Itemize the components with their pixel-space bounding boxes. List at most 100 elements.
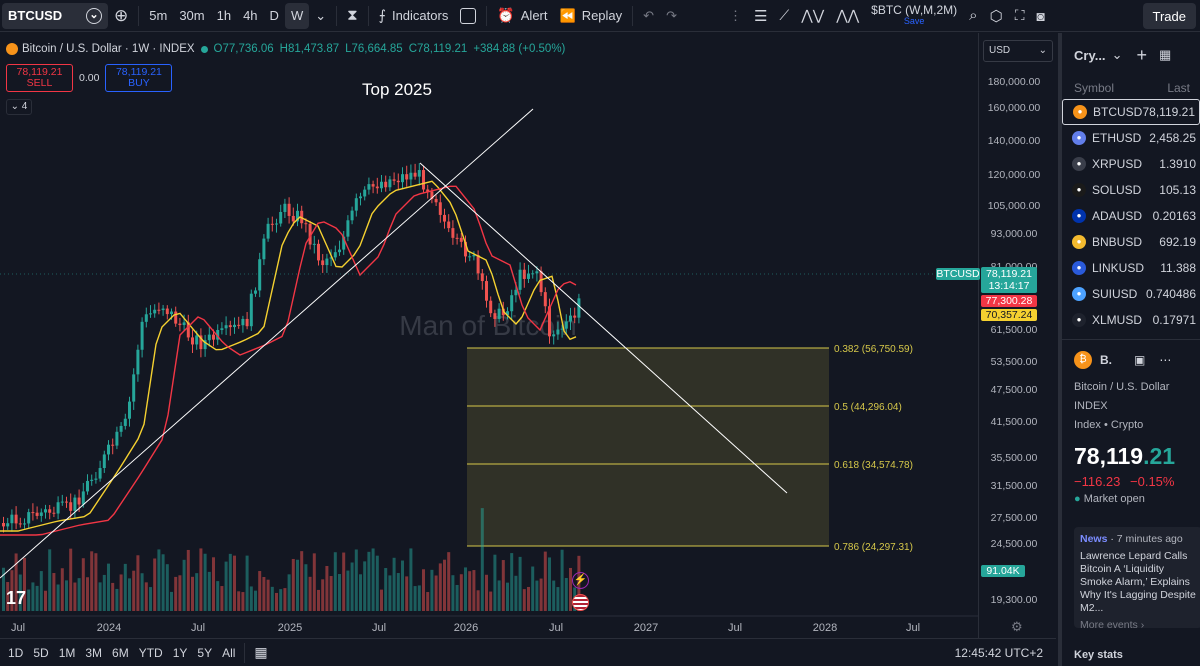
watchlist-row-xlmusd[interactable]: ● XLMUSD 0.17971	[1062, 307, 1200, 333]
candle-body	[233, 324, 236, 328]
range-5d[interactable]: 5D	[33, 645, 49, 660]
drawing-tools-icon[interactable]: ⋮	[728, 7, 742, 23]
details-price-main: 78,119	[1074, 443, 1144, 469]
range-5y[interactable]: 5Y	[197, 645, 213, 660]
timeframe-dropdown-icon[interactable]: ⌄	[315, 7, 327, 23]
indicators-collapse-button[interactable]: ⌄ 4	[6, 99, 32, 115]
volume-bar	[480, 508, 484, 611]
range-ytd[interactable]: YTD	[138, 645, 163, 660]
buy-button[interactable]: 78,119.21 BUY	[105, 64, 173, 92]
trend-icon[interactable]: ⟋	[779, 7, 790, 23]
indicators-button[interactable]: ⨍ Indicators	[373, 0, 455, 32]
price-axis[interactable]	[978, 33, 1056, 638]
more-events-link[interactable]: More events ›	[1080, 619, 1145, 628]
event-flash-icon[interactable]: ⚡	[572, 572, 589, 589]
watchlist-layout-icon[interactable]: ▦	[1158, 47, 1172, 62]
add-symbol-icon[interactable]: ⊕	[114, 5, 129, 25]
timeframe-w[interactable]: W	[284, 2, 310, 29]
trade-button[interactable]: Trade	[1142, 3, 1196, 29]
chevron-down-icon[interactable]: ⌄	[1111, 47, 1123, 62]
coin-icon: ●	[1072, 261, 1086, 275]
camera-icon[interactable]: ◙	[1036, 7, 1045, 24]
tradingview-logo[interactable]: 17	[6, 588, 27, 608]
currency-select[interactable]: USD ⌄	[983, 40, 1053, 62]
range-1y[interactable]: 1Y	[172, 645, 188, 660]
buy-price: 78,119.21	[115, 66, 162, 78]
price-chart[interactable]: 180,000.00 160,000.00 140,000.00 120,000.00…	[0, 33, 1056, 638]
chart-settings-icon[interactable]: ⚙	[1011, 619, 1023, 634]
candle-body	[497, 308, 501, 319]
more-icon[interactable]: ⋯	[1159, 353, 1172, 367]
watchlist-symbol: LINKUSD	[1092, 261, 1145, 275]
details-full-name: Bitcoin / U.S. Dollar	[1074, 381, 1170, 393]
chart-pane[interactable]: 180,000.00 160,000.00 140,000.00 120,000.00…	[0, 33, 1056, 638]
indicators-icon: ⨍	[378, 7, 386, 23]
volume-bar	[128, 578, 131, 611]
volume-bar	[258, 571, 262, 611]
watchlist-row-bnbusd[interactable]: ● BNBUSD 692.19	[1062, 229, 1200, 255]
symbol-search[interactable]: BTCUSD ⌄	[2, 2, 108, 29]
watchlist-row-adausd[interactable]: ● ADAUSD 0.20163	[1062, 203, 1200, 229]
clock[interactable]: 12:45:42 UTC+2	[954, 645, 1043, 660]
volume-bar	[531, 566, 535, 611]
replay-button[interactable]: ⏪ Replay	[554, 0, 629, 32]
volume-bar	[266, 579, 270, 611]
volume-bar	[165, 564, 169, 611]
price-axis-label: 24,500.00	[991, 538, 1038, 550]
watchlist-row-suiusd[interactable]: ● SUIUSD 0.740486	[1062, 281, 1200, 307]
candle-body	[94, 478, 98, 480]
range-1d[interactable]: 1D	[8, 645, 24, 660]
sell-button[interactable]: 78,119.21 SELL	[6, 64, 73, 92]
price-axis-label: 140,000.00	[988, 135, 1041, 147]
timeframe-30m[interactable]: 30m	[179, 8, 205, 23]
redo-icon[interactable]: ↷	[666, 7, 677, 23]
range-all[interactable]: All	[222, 645, 236, 660]
watchlist-row-xrpusd[interactable]: ● XRPUSD 1.3910	[1062, 151, 1200, 177]
spread-value: 0.00	[79, 72, 100, 84]
watchlist-row-ethusd[interactable]: ● ETHUSD 2,458.25	[1062, 125, 1200, 151]
watchlist-symbol: XLMUSD	[1092, 313, 1143, 327]
us-flag-event-icon[interactable]	[572, 594, 589, 611]
add-symbol-icon[interactable]: +	[1136, 44, 1147, 65]
timeframe-4h[interactable]: 4h	[243, 8, 258, 23]
timeframe-5m[interactable]: 5m	[149, 8, 168, 23]
volume-bar	[102, 574, 106, 611]
watchlist-row-solusd[interactable]: ● SOLUSD 105.13	[1062, 177, 1200, 203]
details-name[interactable]: B.	[1100, 353, 1112, 367]
watchlist-row-btcusd[interactable]: ● BTCUSD 78,119.21	[1062, 99, 1200, 125]
watchlist-last: 0.20163	[1152, 209, 1196, 223]
volume-bar	[132, 570, 136, 611]
undo-icon[interactable]: ↶	[643, 7, 655, 23]
abc-pattern-icon[interactable]: ⋀⋀	[836, 7, 860, 23]
settings-icon[interactable]: ⬡	[989, 7, 1003, 25]
candle-body	[396, 180, 400, 183]
watchlist-title[interactable]: Cry...	[1074, 47, 1106, 63]
news-headline[interactable]: Lawrence Lepard Calls Bitcoin A ‘Liquidi…	[1080, 550, 1196, 614]
watchlist-row-linkusd[interactable]: ● LINKUSD 11.388	[1062, 255, 1200, 281]
volume-bar	[216, 581, 220, 611]
candles-icon[interactable]: ⧗	[347, 7, 358, 24]
timeframe-d[interactable]: D	[269, 8, 279, 23]
candle-body	[174, 311, 178, 324]
templates-icon[interactable]	[454, 0, 482, 32]
candle-body	[543, 292, 547, 307]
range-3m[interactable]: 3M	[85, 645, 103, 660]
lines-icon[interactable]: ☰	[753, 7, 768, 25]
timeframe-1h[interactable]: 1h	[216, 8, 232, 23]
news-card[interactable]: News · 7 minutes ago Lawrence Lepard Cal…	[1074, 527, 1200, 628]
range-6m[interactable]: 6M	[112, 645, 129, 660]
calendar-icon[interactable]: ▦	[254, 644, 268, 660]
pattern-icon[interactable]: ⋀⋁	[801, 7, 825, 23]
compare-icon[interactable]: ▣	[1134, 353, 1146, 367]
col-symbol[interactable]: Symbol	[1074, 81, 1115, 95]
key-stats-heading[interactable]: Key stats	[1074, 649, 1123, 661]
symbol-dropdown-icon[interactable]: ⌄	[86, 7, 102, 24]
alert-button[interactable]: ⏰ Alert	[491, 0, 553, 32]
search-icon[interactable]: ⌕	[969, 7, 978, 24]
market-status-label: Market open	[1083, 493, 1145, 505]
fullscreen-icon[interactable]: ⛶	[1014, 7, 1025, 23]
candle-body	[128, 401, 131, 419]
layout-name-button[interactable]: $BTC (W,M,2M) Save	[865, 0, 963, 32]
range-1m[interactable]: 1M	[58, 645, 76, 660]
col-last[interactable]: Last	[1167, 81, 1190, 95]
